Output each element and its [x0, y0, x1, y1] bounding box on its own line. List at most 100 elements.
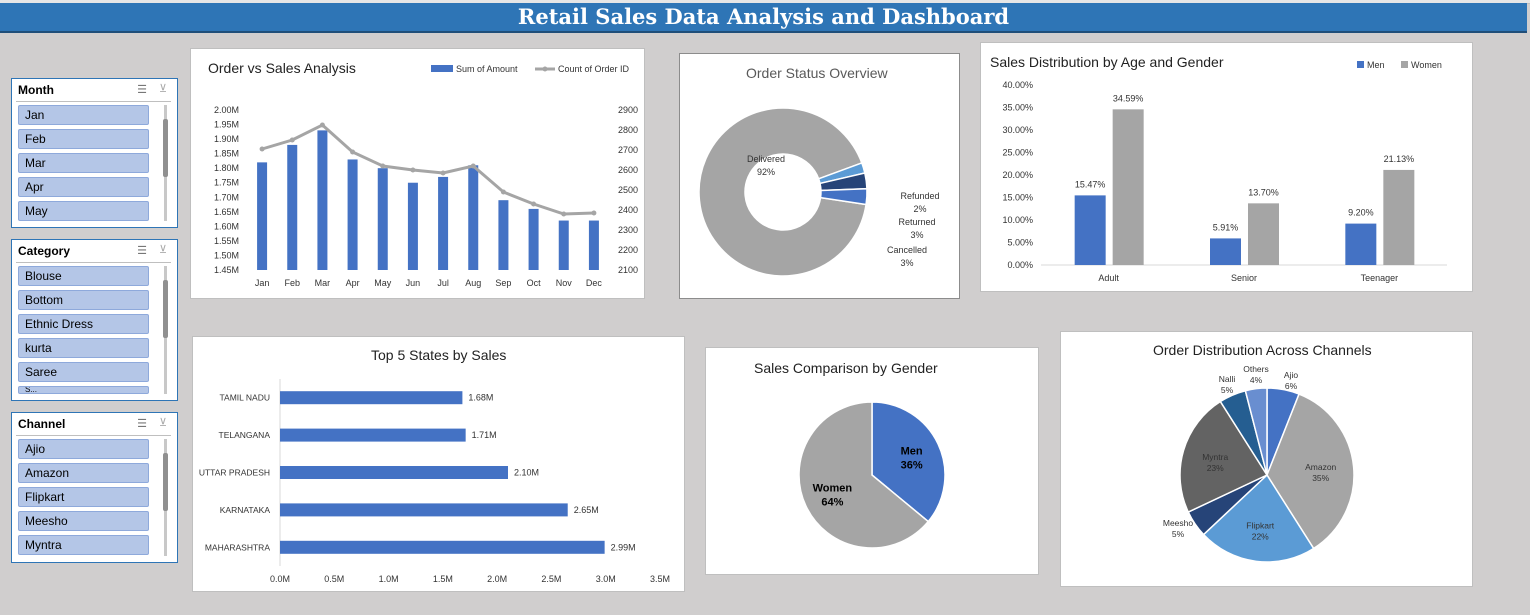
- slicer-item-ethnic-dress[interactable]: Ethnic Dress: [18, 314, 149, 334]
- slicer-item-blouse[interactable]: Blouse: [18, 266, 149, 286]
- slicer-item-jan[interactable]: Jan: [18, 105, 149, 125]
- y-tick: 15.00%: [1002, 193, 1033, 203]
- slicer-item-amazon[interactable]: Amazon: [18, 463, 149, 483]
- slicer-item-bottom[interactable]: Bottom: [18, 290, 149, 310]
- age-gender-title: Sales Distribution by Age and Gender: [990, 54, 1224, 70]
- order-count-point: [289, 137, 295, 143]
- x-tick: 1.0M: [379, 574, 399, 584]
- status-label-name: Cancelled: [887, 245, 927, 255]
- sales-bar: [257, 162, 268, 270]
- slicer-item-saree[interactable]: Saree: [18, 362, 149, 382]
- slicer-scroll-thumb[interactable]: [163, 119, 168, 177]
- bar-data-label: 1.71M: [472, 430, 497, 440]
- gender-label-name: Women: [813, 483, 853, 495]
- slicer-scroll-thumb[interactable]: [163, 453, 168, 511]
- multi-select-icon[interactable]: ☰: [137, 418, 147, 430]
- multi-select-icon[interactable]: ☰: [137, 84, 147, 96]
- slicer-item-apr[interactable]: Apr: [18, 177, 149, 197]
- gender-slice-women: [798, 401, 930, 549]
- slicer-item-feb[interactable]: Feb: [18, 129, 149, 149]
- status-slice-cancelled: [819, 187, 868, 206]
- slicer-item-mar[interactable]: Mar: [18, 153, 149, 173]
- clear-filter-icon[interactable]: ⊻: [158, 83, 167, 95]
- status-label-name: Refunded: [900, 191, 939, 201]
- state-label: TELANGANA: [219, 430, 271, 440]
- clear-filter-icon[interactable]: ⊻: [158, 417, 167, 429]
- slicer-item-ajio[interactable]: Ajio: [18, 439, 149, 459]
- x-tick: Jun: [406, 278, 421, 288]
- x-tick: Adult: [1098, 273, 1119, 283]
- order-vs-sales-chart: 2.00M 1.95M 1.90M 1.85M 1.80M 1.75M 1.70M 1.65M…: [214, 64, 638, 288]
- y-left-tick: 1.95M: [214, 120, 239, 130]
- slicer-item-partial[interactable]: S...: [18, 386, 149, 394]
- slicer-item-myntra[interactable]: Myntra: [18, 535, 149, 555]
- legend-swatch-orders-point: [542, 66, 548, 72]
- channel-label-pct: 35%: [1312, 473, 1329, 483]
- y-left-tick: 1.85M: [214, 149, 239, 159]
- state-label: MAHARASHTRA: [205, 542, 271, 552]
- x-tick: Feb: [284, 278, 300, 288]
- top-states-chart: TAMIL NADU 1.68M TELANGANA 1.71M UTTAR PRADE…: [199, 379, 670, 584]
- x-tick: 1.5M: [433, 574, 453, 584]
- order-count-point: [561, 211, 567, 217]
- channel-label-name: Ajio: [1284, 370, 1298, 380]
- channel-label-pct: 5%: [1172, 529, 1185, 539]
- channel-label-name: Flipkart: [1246, 521, 1275, 531]
- legend-swatch-women: [1401, 61, 1408, 68]
- bar-data-label: 5.91%: [1213, 222, 1239, 232]
- slicer-item-flipkart[interactable]: Flipkart: [18, 487, 149, 507]
- y-right-tick: 2200: [618, 245, 638, 255]
- multi-select-icon[interactable]: ☰: [137, 245, 147, 257]
- order-count-point: [500, 189, 506, 195]
- channel-slice-amazon: [1266, 393, 1355, 550]
- y-tick: 30.00%: [1002, 125, 1033, 135]
- category-slicer[interactable]: Category ☰ ⊻ Blouse Bottom Ethnic Dress kurta S…: [11, 239, 178, 401]
- y-tick: 20.00%: [1002, 170, 1033, 180]
- top-states-panel: Top 5 States by Sales TAMIL NADU 1.68M TEL…: [192, 336, 685, 592]
- x-tick: Mar: [315, 278, 331, 288]
- order-count-point: [531, 201, 537, 207]
- bar-data-label: 2.99M: [611, 542, 636, 552]
- slicer-scroll-thumb[interactable]: [163, 280, 168, 338]
- y-left-tick: 1.70M: [214, 192, 239, 202]
- sales-bar: [287, 144, 298, 270]
- clear-filter-icon[interactable]: ⊻: [158, 244, 167, 256]
- sales-bar: [438, 176, 449, 270]
- legend-women: Women: [1411, 60, 1442, 70]
- y-left-tick: 1.75M: [214, 178, 239, 188]
- channel-label-name: Myntra: [1202, 452, 1228, 462]
- state-bar: [280, 466, 508, 479]
- slicer-item-may[interactable]: May: [18, 201, 149, 221]
- status-label-pct: 3%: [900, 258, 913, 268]
- order-count-point: [319, 122, 325, 128]
- sales-bar: [468, 165, 479, 270]
- women-bar: [1112, 109, 1144, 265]
- x-tick: Teenager: [1361, 273, 1399, 283]
- legend-men: Men: [1367, 60, 1385, 70]
- channel-slice-flipkart: [1202, 473, 1315, 563]
- slicer-item-meesho[interactable]: Meesho: [18, 511, 149, 531]
- y-left-tick: 1.45M: [214, 265, 239, 275]
- sales-bar: [377, 168, 388, 270]
- channel-slicer[interactable]: Channel ☰ ⊻ Ajio Amazon Flipkart Meesho Myntra: [11, 412, 178, 563]
- x-tick: Sep: [495, 278, 511, 288]
- channel-label-name: Meesho: [1163, 518, 1194, 528]
- channel-slice-others: [1244, 387, 1268, 476]
- legend-orders: Count of Order ID: [558, 64, 630, 74]
- y-left-tick: 1.60M: [214, 221, 239, 231]
- slicer-item-kurta[interactable]: kurta: [18, 338, 149, 358]
- women-bar: [1248, 203, 1279, 265]
- channel-label-pct: 6%: [1285, 381, 1298, 391]
- y-right-tick: 2800: [618, 125, 638, 135]
- x-tick: 3.0M: [596, 574, 616, 584]
- status-label-pct: 3%: [910, 230, 923, 240]
- gender-label-name: Men: [901, 445, 923, 457]
- order-count-point: [380, 163, 386, 169]
- y-right-tick: 2600: [618, 165, 638, 175]
- y-left-tick: 1.90M: [214, 134, 239, 144]
- y-left-tick: 1.65M: [214, 207, 239, 217]
- month-slicer[interactable]: Month ☰ ⊻ Jan Feb Mar Apr May: [11, 78, 178, 228]
- x-tick: 0.0M: [270, 574, 290, 584]
- x-tick: Apr: [346, 278, 360, 288]
- x-tick: Aug: [465, 278, 481, 288]
